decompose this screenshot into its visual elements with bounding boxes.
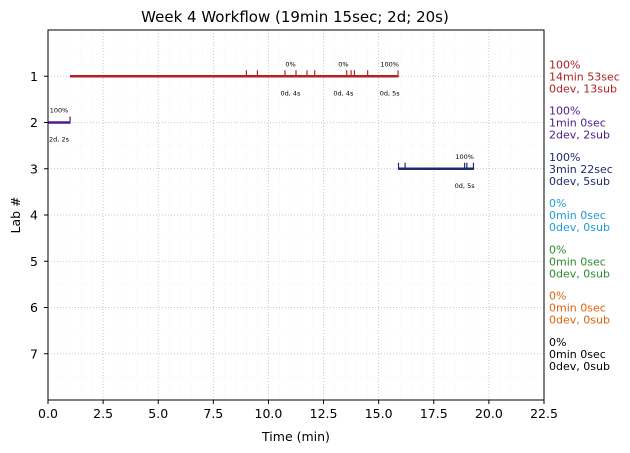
y-tick-label: 4 xyxy=(30,208,38,223)
x-tick-label: 10.0 xyxy=(255,406,283,421)
x-tick-label: 22.5 xyxy=(530,406,558,421)
y-axis-label: Lab # xyxy=(8,196,23,233)
y-tick-label: 6 xyxy=(30,300,38,315)
lab-2-summary-line: 1min 0sec xyxy=(549,117,606,130)
lab-6-summary-line: 0% xyxy=(549,290,566,303)
lab-3-summary-line: 3min 22sec xyxy=(549,163,613,176)
x-axis: 0.0 2.5 5.0 7.5 10.0 12.5 15.0 17.5 20.0 22.5 xyxy=(38,400,558,421)
lab-2-annotation-below: 2d, 2s xyxy=(49,136,70,144)
lab-7-summary-line: 0% xyxy=(549,336,566,349)
x-tick-label: 5.0 xyxy=(148,406,168,421)
lab-1-annotation-below: 0d, 4s xyxy=(281,89,302,97)
x-tick-label: 20.0 xyxy=(475,406,503,421)
lab-1-annotation-above: 0% xyxy=(285,60,295,68)
y-tick-label: 3 xyxy=(30,161,38,176)
lab-5-summary-line: 0% xyxy=(549,243,566,256)
lab-3-summary-line: 0dev, 5sub xyxy=(549,175,610,188)
x-tick-label: 7.5 xyxy=(203,406,223,421)
y-tick-label: 7 xyxy=(30,346,38,361)
lab-1-annotation-above: 100% xyxy=(380,60,399,68)
lab-3-summary-line: 100% xyxy=(549,151,580,164)
lab-2-summary-line: 2dev, 2sub xyxy=(549,129,610,142)
lab-5-summary-line: 0dev, 0sub xyxy=(549,267,610,280)
lab-1-annotation-below: 0d, 4s xyxy=(333,89,354,97)
lab-3-annotation-below: 0d, 5s xyxy=(455,182,476,190)
lab-bars: 0% 0d, 4s 0% 0d, 4s 100% 0d, 5s 100% 2d, 2s 100%… xyxy=(48,60,475,190)
x-tick-label: 15.0 xyxy=(365,406,393,421)
x-tick-label: 12.5 xyxy=(310,406,338,421)
lab-1-summary-line: 100% xyxy=(549,58,580,71)
y-tick-label: 2 xyxy=(30,115,38,130)
lab-4-summary-line: 0min 0sec xyxy=(549,209,606,222)
y-axis: 1 2 3 4 5 6 7 xyxy=(30,69,48,361)
x-tick-label: 2.5 xyxy=(93,406,113,421)
lab-2-summary-line: 100% xyxy=(549,105,580,118)
lab-4-summary-line: 0dev, 0sub xyxy=(549,221,610,234)
lab-1-annotation-below: 0d, 5s xyxy=(380,89,401,97)
lab-7-summary-line: 0min 0sec xyxy=(549,348,606,361)
lab-3-annotation-above: 100% xyxy=(455,153,474,161)
lab-1-annotation-above: 0% xyxy=(338,60,348,68)
x-axis-label: Time (min) xyxy=(261,429,330,444)
lab-7-summary-line: 0dev, 0sub xyxy=(549,360,610,373)
x-tick-label: 17.5 xyxy=(420,406,448,421)
lab-2-annotation-above: 100% xyxy=(50,107,69,115)
lab-4-summary-line: 0% xyxy=(549,197,566,210)
plot-frame xyxy=(47,29,545,401)
lab-1-summary-line: 14min 53sec xyxy=(549,70,620,83)
grid xyxy=(47,30,545,400)
y-tick-label: 5 xyxy=(30,254,38,269)
chart-title: Week 4 Workflow (19min 15sec; 2d; 20s) xyxy=(141,8,449,26)
lab-6-summary-line: 0dev, 0sub xyxy=(549,314,610,327)
lab-6-summary-line: 0min 0sec xyxy=(549,302,606,315)
y-tick-label: 1 xyxy=(30,69,38,84)
lab-5-summary-line: 0min 0sec xyxy=(549,255,606,268)
x-tick-label: 0.0 xyxy=(38,406,58,421)
lab-1-summary-line: 0dev, 13sub xyxy=(549,82,617,95)
